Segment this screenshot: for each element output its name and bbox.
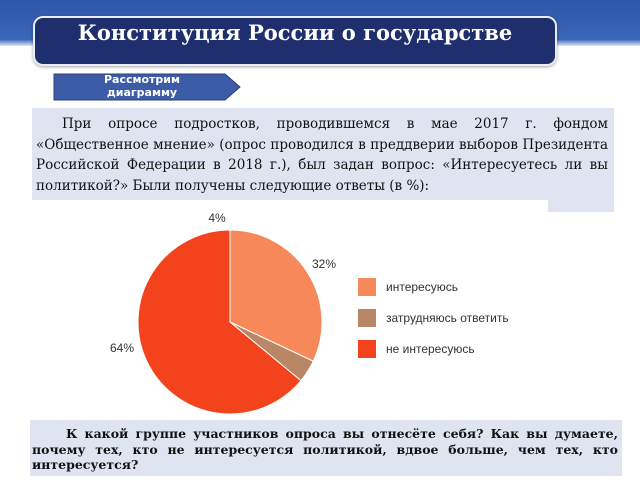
subtitle-arrow-shape (53, 73, 241, 101)
intro-panel: При опросе подростков, проводившемся в м… (32, 108, 614, 212)
question-panel: К какой группе участников опроса вы отне… (30, 420, 622, 476)
subtitle-arrow: Рассмотрим диаграмму (53, 73, 241, 101)
pie-value-label-0: 32% (312, 257, 336, 271)
pie-slice-0 (229, 229, 323, 362)
legend-swatch-0 (358, 278, 376, 296)
pie-value-label-2: 64% (110, 341, 134, 355)
legend-swatch-2 (358, 340, 376, 358)
legend-label-0: интересуюсь (386, 280, 458, 294)
legend-label-1: затрудняюсь ответить (386, 311, 509, 325)
page-title: Конституция России о государстве (77, 20, 513, 45)
chart-area: 32% 4% 64% интересуюсь затрудняюсь ответить н… (32, 200, 548, 424)
question-text: К какой группе участников опроса вы отне… (32, 426, 618, 472)
pie-slice-2 (137, 229, 302, 415)
pie-chart: 32% 4% 64% интересуюсь затрудняюсь ответить н… (110, 211, 509, 415)
subtitle-label: Рассмотрим диаграмму (103, 73, 181, 99)
pie-value-label-1: 4% (208, 211, 226, 225)
legend-swatch-1 (358, 309, 376, 327)
title-box: Конституция России о государстве (33, 16, 557, 66)
legend-label-2: не интересуюсь (386, 342, 475, 356)
intro-text: При опросе подростков, проводившемся в м… (36, 116, 608, 194)
